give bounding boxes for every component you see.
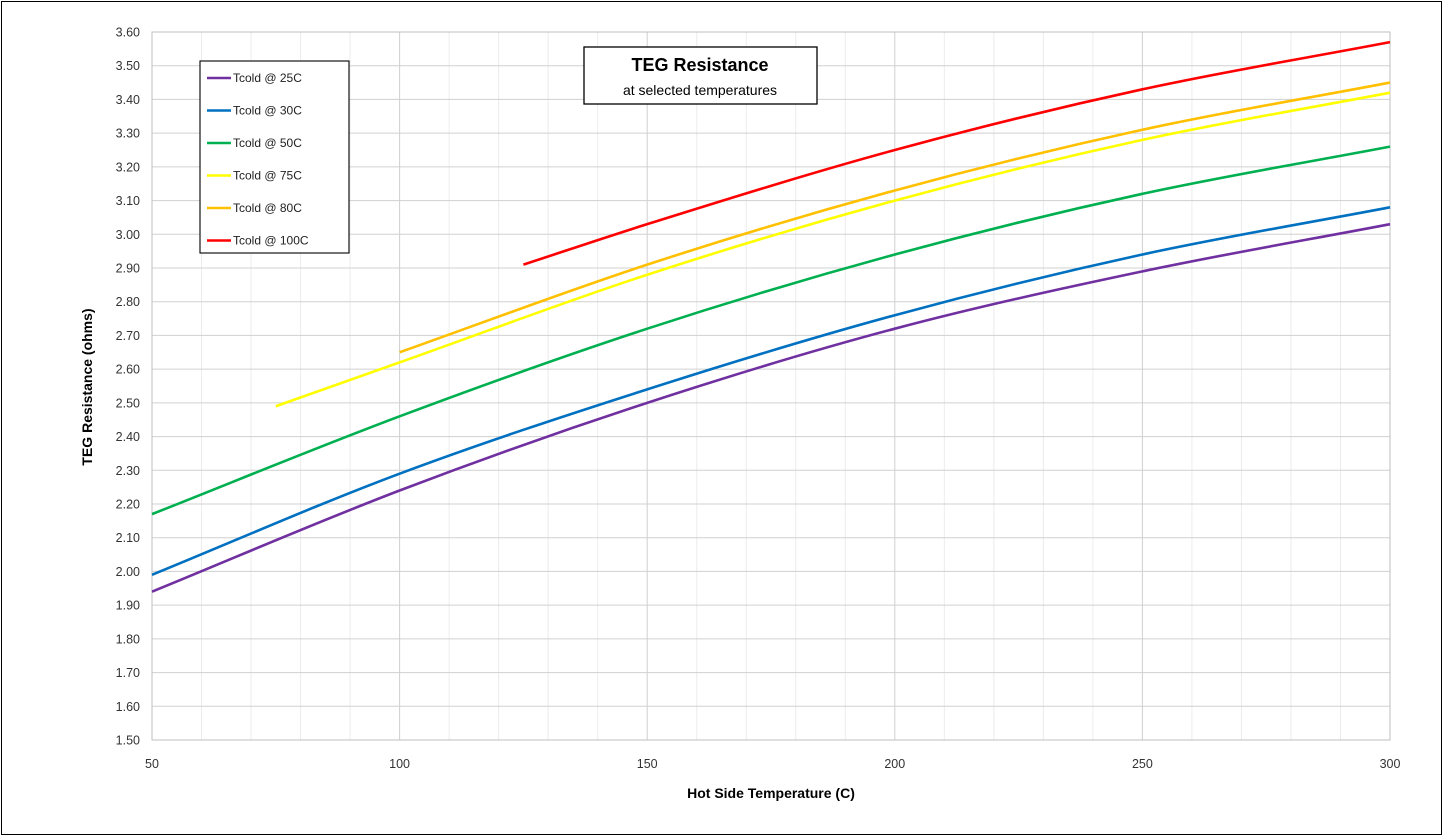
x-axis-title: Hot Side Temperature (C) bbox=[687, 785, 855, 801]
x-tick-label: 250 bbox=[1132, 757, 1153, 771]
y-axis-title: TEG Resistance (ohms) bbox=[79, 308, 95, 465]
legend-label: Tcold @ 75C bbox=[233, 169, 302, 183]
legend-label: Tcold @ 80C bbox=[233, 201, 302, 215]
y-tick-label: 2.90 bbox=[116, 262, 140, 276]
chart-subtitle: at selected temperatures bbox=[623, 82, 777, 98]
series-lines bbox=[151, 40, 1391, 593]
y-tick-label: 3.30 bbox=[116, 127, 140, 141]
y-tick-label: 3.00 bbox=[116, 228, 140, 242]
x-tick-label: 100 bbox=[389, 757, 410, 771]
y-axis-ticks: 1.50 1.60 1.70 1.80 1.90 2.00 2.10 2.20 2.30 2.40… bbox=[116, 26, 140, 748]
y-tick-label: 2.10 bbox=[116, 531, 140, 545]
y-tick-label: 2.20 bbox=[116, 498, 140, 512]
legend-label: Tcold @ 100C bbox=[233, 234, 309, 248]
y-tick-label: 3.50 bbox=[116, 59, 140, 73]
chart-title: TEG Resistance bbox=[631, 55, 768, 75]
y-tick-label: 3.40 bbox=[116, 93, 140, 107]
y-tick-label: 2.00 bbox=[116, 565, 140, 579]
y-tick-label: 3.20 bbox=[116, 160, 140, 174]
y-tick-label: 3.10 bbox=[116, 194, 140, 208]
x-tick-label: 300 bbox=[1380, 757, 1401, 771]
y-tick-label: 1.50 bbox=[116, 734, 140, 748]
x-tick-label: 200 bbox=[884, 757, 905, 771]
legend: Tcold @ 25C Tcold @ 30C Tcold @ 50C Tcold @… bbox=[199, 60, 350, 254]
legend-label: Tcold @ 30C bbox=[233, 104, 302, 118]
y-tick-label: 2.40 bbox=[116, 430, 140, 444]
y-tick-label: 1.80 bbox=[116, 632, 140, 646]
y-tick-label: 2.50 bbox=[116, 396, 140, 410]
x-axis-ticks: 50 100 150 200 250 300 bbox=[145, 757, 1400, 771]
y-tick-label: 1.60 bbox=[116, 700, 140, 714]
plot-area-border bbox=[151, 31, 1391, 741]
minor-gridlines bbox=[201, 32, 1341, 740]
y-tick-label: 1.70 bbox=[116, 666, 140, 680]
series-line-2 bbox=[151, 206, 1391, 577]
series-line-4 bbox=[275, 91, 1391, 408]
y-tick-label: 2.60 bbox=[116, 363, 140, 377]
y-tick-label: 2.80 bbox=[116, 295, 140, 309]
series-line-3 bbox=[151, 145, 1391, 516]
legend-label: Tcold @ 25C bbox=[233, 71, 302, 85]
series-line-1 bbox=[151, 222, 1391, 593]
legend-label: Tcold @ 50C bbox=[233, 136, 302, 150]
x-tick-label: 50 bbox=[145, 757, 159, 771]
x-tick-label: 150 bbox=[637, 757, 658, 771]
y-tick-label: 3.60 bbox=[116, 26, 140, 40]
chart-title-box: TEG Resistance at selected temperatures bbox=[583, 46, 818, 105]
y-tick-label: 2.30 bbox=[116, 464, 140, 478]
series-line-6 bbox=[522, 40, 1391, 266]
series-line-5 bbox=[399, 81, 1391, 354]
y-tick-label: 1.90 bbox=[116, 599, 140, 613]
y-tick-label: 2.70 bbox=[116, 329, 140, 343]
